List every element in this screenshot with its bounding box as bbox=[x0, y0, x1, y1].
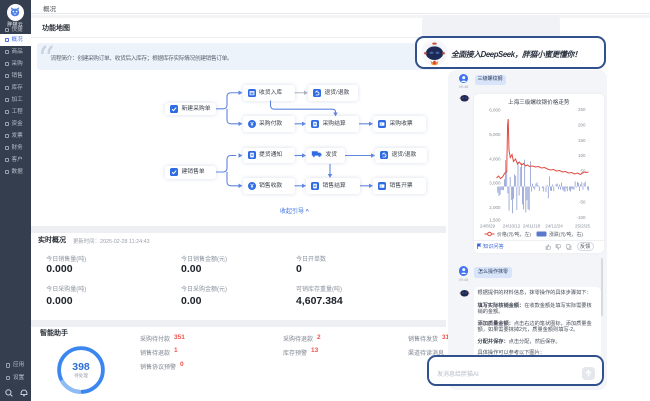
svg-text:50: 50 bbox=[580, 168, 586, 173]
svg-text:100: 100 bbox=[577, 153, 585, 158]
svg-text:24/10/12: 24/10/12 bbox=[502, 223, 520, 228]
svg-text:-100: -100 bbox=[576, 214, 586, 219]
svg-text:6,000: 6,000 bbox=[489, 107, 501, 112]
svg-text:3,000: 3,000 bbox=[489, 180, 501, 185]
svg-text:涨跌(元/吨，右): 涨跌(元/吨，右) bbox=[549, 231, 583, 238]
svg-text:24/12/24: 24/12/24 bbox=[545, 223, 563, 228]
svg-text:4,000: 4,000 bbox=[489, 156, 501, 161]
svg-text:2,000: 2,000 bbox=[489, 205, 501, 210]
svg-text:-50: -50 bbox=[578, 199, 585, 204]
svg-text:24/11/18: 24/11/18 bbox=[522, 223, 540, 228]
svg-text:价格(元/吨，左): 价格(元/吨，左) bbox=[497, 231, 531, 238]
svg-text:250: 250 bbox=[577, 107, 585, 112]
svg-text:200: 200 bbox=[577, 122, 585, 127]
svg-text:5,000: 5,000 bbox=[489, 131, 501, 136]
svg-text:25/2/25: 25/2/25 bbox=[574, 223, 590, 228]
svg-text:150: 150 bbox=[577, 137, 585, 142]
svg-text:1,500: 1,500 bbox=[489, 217, 501, 222]
svg-text:24/8/29: 24/8/29 bbox=[479, 223, 495, 228]
